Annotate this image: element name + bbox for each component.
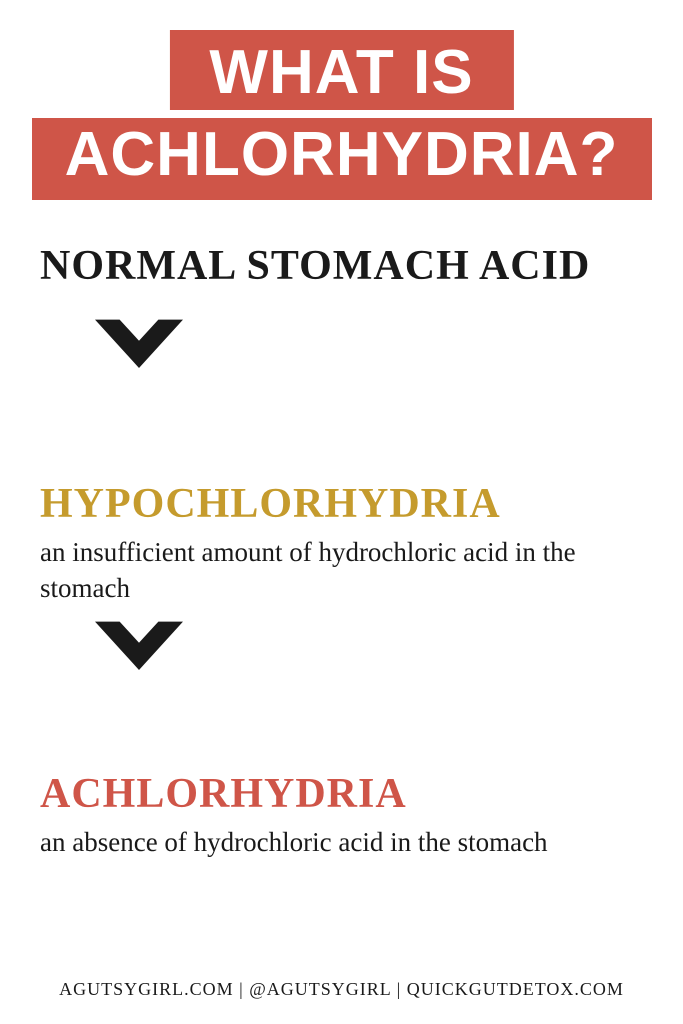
stage-normal: NORMAL STOMACH ACID [40,242,643,290]
stage-achlor-heading: ACHLORHYDRIA [40,770,643,818]
stage-hypo-desc: an insufficient amount of hydrochloric a… [40,534,643,607]
footer-credits: AGUTSYGIRL.COM | @AGUTSYGIRL | QUICKGUTD… [0,979,683,1000]
title-box-line1: WHAT IS [169,30,513,110]
stage-achlor: ACHLORHYDRIA an absence of hydrochloric … [40,770,643,860]
chevron-down-icon [95,316,183,381]
title-block: WHAT IS ACHLORHYDRIA? [0,0,683,30]
stage-normal-heading: NORMAL STOMACH ACID [40,242,643,290]
chevron-down-icon [95,618,183,683]
title-line2: ACHLORHYDRIA? [65,120,619,189]
stage-achlor-desc: an absence of hydrochloric acid in the s… [40,824,643,860]
chevron-svg-2 [95,618,183,678]
stage-hypo: HYPOCHLORHYDRIA an insufficient amount o… [40,480,643,607]
chevron-svg-1 [95,316,183,376]
title-line1: WHAT IS [209,38,473,107]
stage-hypo-heading: HYPOCHLORHYDRIA [40,480,643,528]
title-box-line2: ACHLORHYDRIA? [32,118,652,200]
